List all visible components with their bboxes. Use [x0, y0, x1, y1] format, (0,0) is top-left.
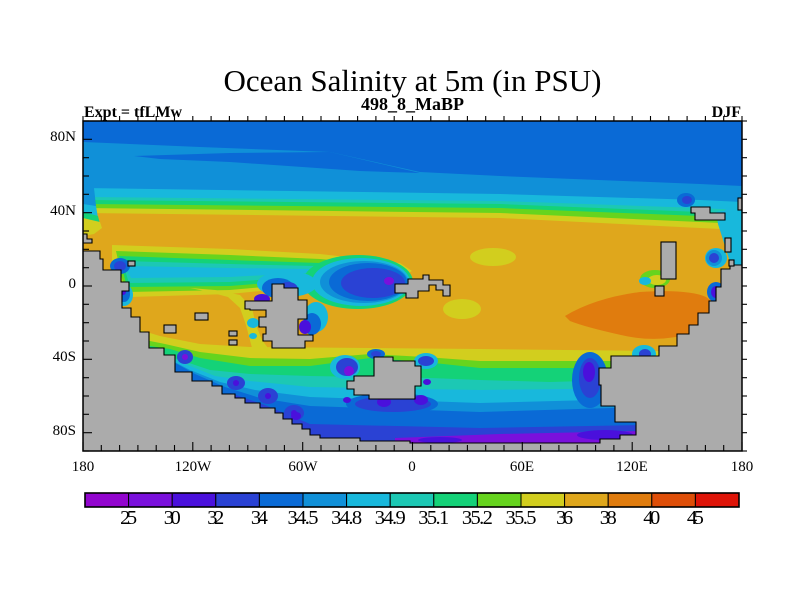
- svg-text:35.2: 35.2: [462, 507, 493, 529]
- svg-text:34.5: 34.5: [288, 507, 319, 529]
- svg-text:30: 30: [164, 507, 181, 529]
- svg-text:34.9: 34.9: [375, 507, 406, 529]
- svg-text:32: 32: [207, 507, 224, 529]
- svg-text:35.1: 35.1: [418, 507, 449, 529]
- svg-text:34: 34: [251, 507, 268, 529]
- svg-text:36: 36: [556, 507, 573, 529]
- svg-text:25: 25: [120, 507, 137, 529]
- svg-text:40: 40: [643, 507, 660, 529]
- svg-text:35.5: 35.5: [506, 507, 537, 529]
- svg-text:45: 45: [687, 507, 704, 529]
- svg-text:38: 38: [600, 507, 617, 529]
- svg-text:34.8: 34.8: [331, 507, 362, 529]
